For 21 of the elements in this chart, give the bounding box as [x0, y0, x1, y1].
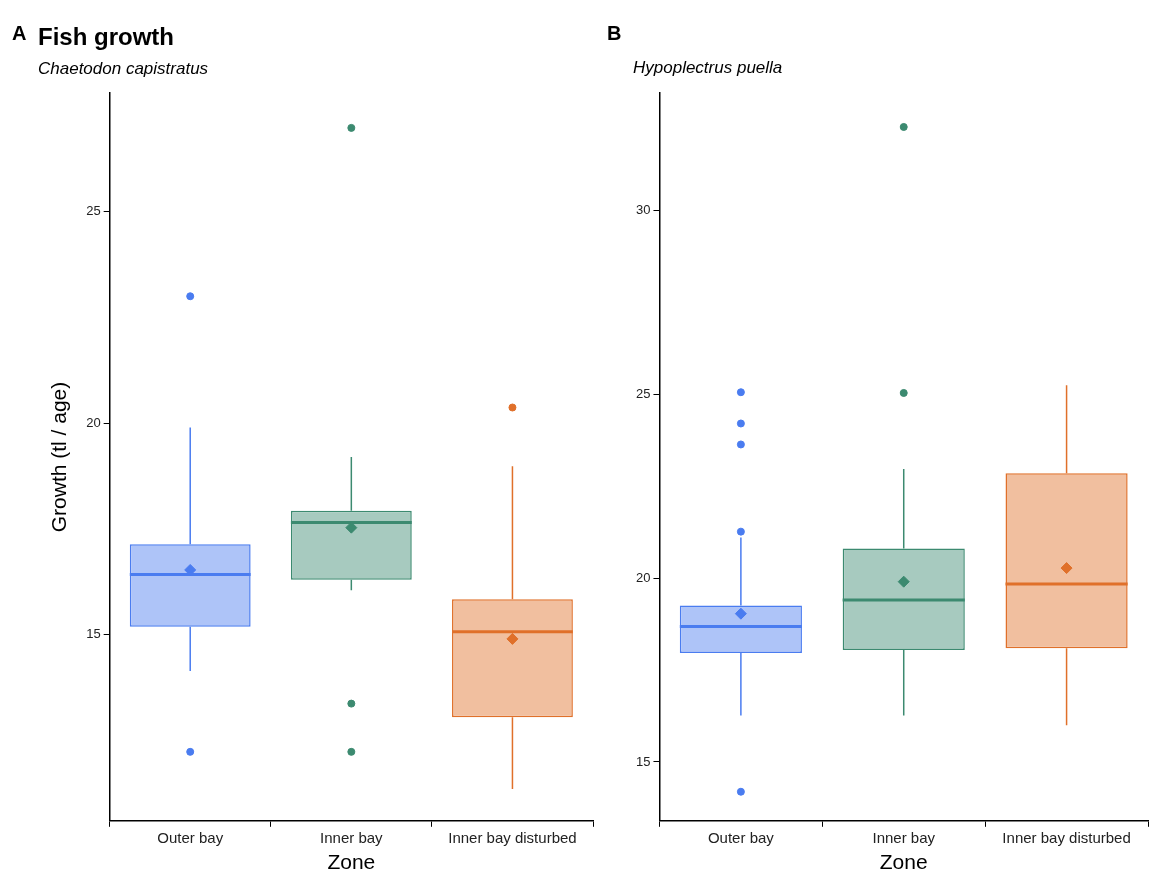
y-tick-label: 15: [86, 626, 101, 642]
x-tick-label: Inner bay disturbed: [1002, 828, 1131, 846]
chart-subtitle: Hypoplectrus puella: [633, 57, 783, 77]
text: A: [12, 21, 27, 44]
y-tick-label: 20: [86, 414, 101, 430]
x-axis-title: Zone: [327, 850, 376, 874]
text: B: [607, 21, 622, 44]
x-axis-title: Zone: [879, 850, 928, 874]
y-axis-title: Growth (tl / age): [47, 381, 71, 533]
y-tick-label: 20: [635, 569, 651, 585]
x-tick-label: Inner bay disturbed: [448, 828, 577, 846]
y-tick-label: 25: [86, 203, 101, 219]
x-tick-label: Outer bay: [157, 828, 224, 846]
y-tick-label: 25: [635, 385, 651, 401]
y-tick-label: 15: [635, 753, 651, 769]
y-tick-label: 30: [635, 201, 651, 217]
chart-subtitle: Chaetodon capistratus: [38, 58, 209, 78]
x-tick-label: Inner bay: [320, 828, 384, 846]
chart-title: Fish growth: [38, 23, 174, 51]
x-tick-label: Inner bay: [872, 828, 936, 846]
x-tick-label: Outer bay: [707, 828, 775, 846]
